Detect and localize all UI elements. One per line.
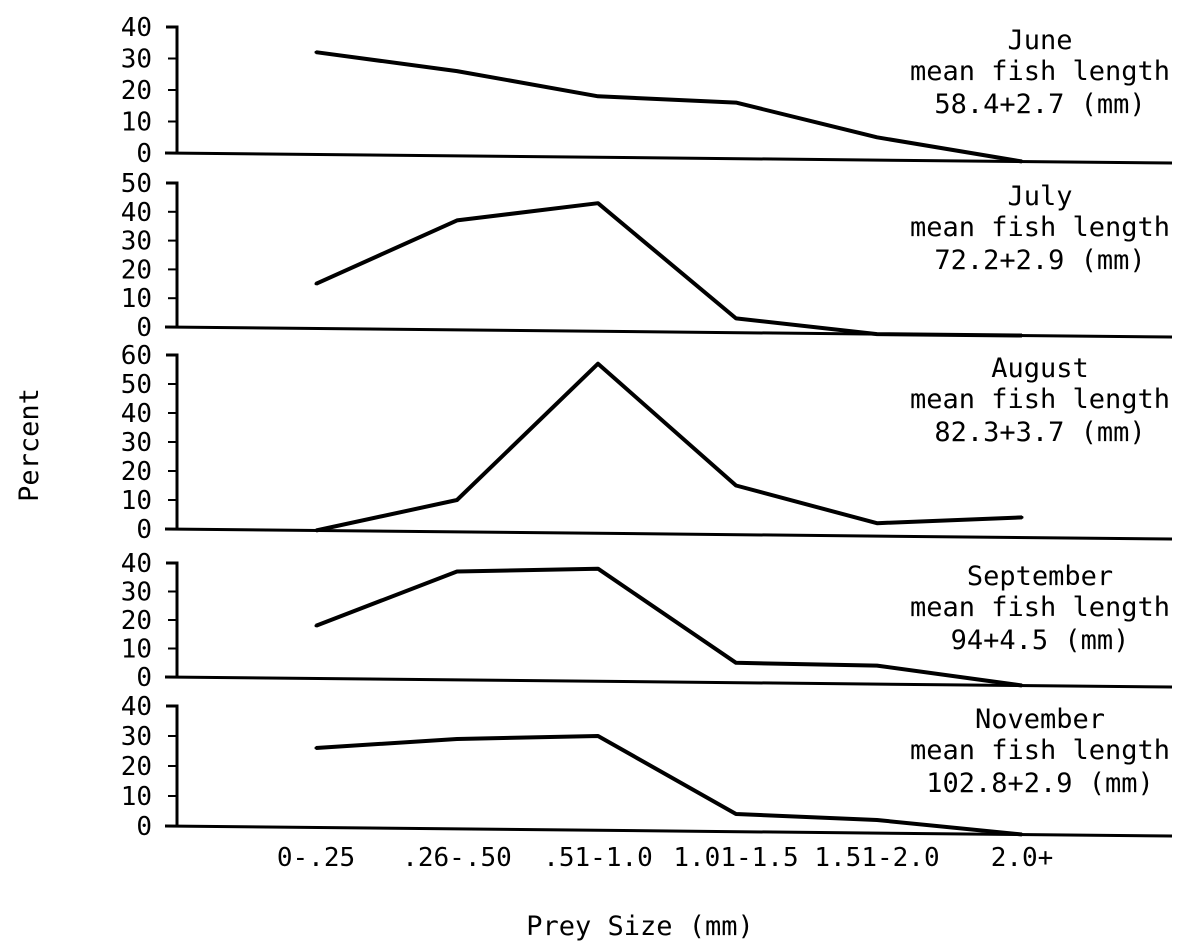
panel-desc-label: mean fish length: [910, 212, 1170, 243]
y-tick-label: 20: [121, 752, 152, 782]
data-point: [1020, 684, 1024, 687]
y-tick-label: 0: [136, 812, 152, 842]
panel-desc-label: mean fish length: [910, 384, 1170, 415]
series-line-august: [315, 361, 1023, 533]
x-tick-label: 1.01-1.5: [673, 843, 798, 873]
data-point: [875, 521, 879, 525]
y-tick-label: 0: [136, 139, 152, 169]
y-tick-label: 50: [121, 169, 152, 199]
y-tick-label: 40: [121, 399, 152, 429]
panel-length-label: 94+4.5 (mm): [951, 625, 1130, 656]
y-tick-label: 60: [121, 341, 152, 371]
y-tick-label: 40: [121, 13, 152, 43]
series-line-june: [315, 50, 1023, 164]
x-axis-baseline: [164, 151, 1173, 165]
x-axis-title: Prey Size (mm): [526, 911, 754, 942]
panel-desc-label: mean fish length: [910, 592, 1170, 623]
panel-length-label: 102.8+2.9 (mm): [926, 768, 1154, 799]
data-point: [314, 282, 318, 286]
y-tick-label: 0: [136, 663, 152, 693]
y-tick-label: 50: [121, 370, 152, 400]
x-tick-label: 2.0+: [991, 843, 1054, 873]
y-tick-label: 10: [121, 108, 152, 138]
x-tick-label: .26-.50: [402, 843, 512, 873]
data-point: [734, 316, 738, 320]
data-point: [314, 529, 318, 532]
y-tick-label: 40: [121, 692, 152, 722]
y-tick-label: 30: [121, 45, 152, 75]
panel-length-label: 82.3+3.7 (mm): [934, 417, 1145, 448]
panel-desc-label: mean fish length: [910, 56, 1170, 87]
panel-month-label: July: [1007, 181, 1072, 212]
data-point: [875, 135, 879, 139]
data-point: [455, 69, 459, 73]
y-tick-label: 0: [136, 515, 152, 545]
data-point: [875, 664, 879, 668]
data-point: [314, 50, 318, 54]
x-axis-baseline: [164, 675, 1173, 689]
y-axis-title: Percent: [14, 388, 45, 502]
series-line-september: [315, 566, 1023, 688]
panel-length-label: 58.4+2.7 (mm): [934, 89, 1145, 120]
data-point: [596, 201, 600, 205]
series-line-july: [315, 201, 1023, 338]
x-tick-label: .51-1.0: [543, 843, 653, 873]
x-tick-label: 1.51-2.0: [814, 843, 939, 873]
data-point: [875, 332, 879, 336]
data-point: [1020, 515, 1024, 519]
y-tick-label: 10: [121, 782, 152, 812]
y-tick-label: 10: [121, 635, 152, 665]
data-point: [734, 484, 738, 487]
y-tick-label: 30: [121, 428, 152, 458]
data-point: [734, 101, 738, 105]
y-tick-label: 30: [121, 227, 152, 257]
panel-month-label: September: [967, 561, 1113, 592]
data-point: [596, 567, 600, 571]
y-tick-label: 30: [121, 578, 152, 608]
data-point: [455, 570, 459, 573]
data-point: [734, 812, 738, 816]
data-point: [1020, 334, 1024, 337]
y-tick-label: 0: [136, 313, 152, 343]
y-tick-label: 20: [121, 606, 152, 636]
panel-desc-label: mean fish length: [910, 735, 1170, 766]
data-point: [314, 746, 318, 750]
data-point: [596, 94, 600, 98]
data-point: [596, 734, 600, 738]
data-point: [455, 737, 459, 741]
panel-month-label: June: [1007, 25, 1072, 56]
y-tick-label: 30: [121, 722, 152, 752]
data-point: [875, 818, 879, 822]
y-tick-label: 40: [121, 198, 152, 228]
y-tick-label: 10: [121, 284, 152, 314]
y-tick-label: 20: [121, 457, 152, 487]
x-tick-label: 0-.25: [277, 843, 355, 873]
x-axis-baseline: [164, 527, 1173, 541]
panel-month-label: November: [975, 704, 1105, 735]
data-point: [734, 661, 738, 665]
y-tick-label: 20: [121, 76, 152, 106]
panel-length-label: 72.2+2.9 (mm): [934, 245, 1145, 276]
data-point: [1020, 160, 1024, 163]
data-point: [455, 218, 459, 222]
data-point: [314, 624, 318, 628]
data-point: [455, 498, 459, 502]
y-tick-label: 40: [121, 549, 152, 579]
y-axis-line: [166, 181, 179, 327]
y-tick-label: 20: [121, 255, 152, 285]
y-tick-label: 10: [121, 486, 152, 516]
series-line-november: [315, 734, 1023, 837]
data-point: [596, 362, 600, 366]
panel-month-label: August: [991, 353, 1089, 384]
x-tick-labels: 0-.25 .26-.50 .51-1.0 1.01-1.5 1.51-2.0 2.0+: [277, 843, 1053, 873]
data-point: [1020, 833, 1024, 836]
